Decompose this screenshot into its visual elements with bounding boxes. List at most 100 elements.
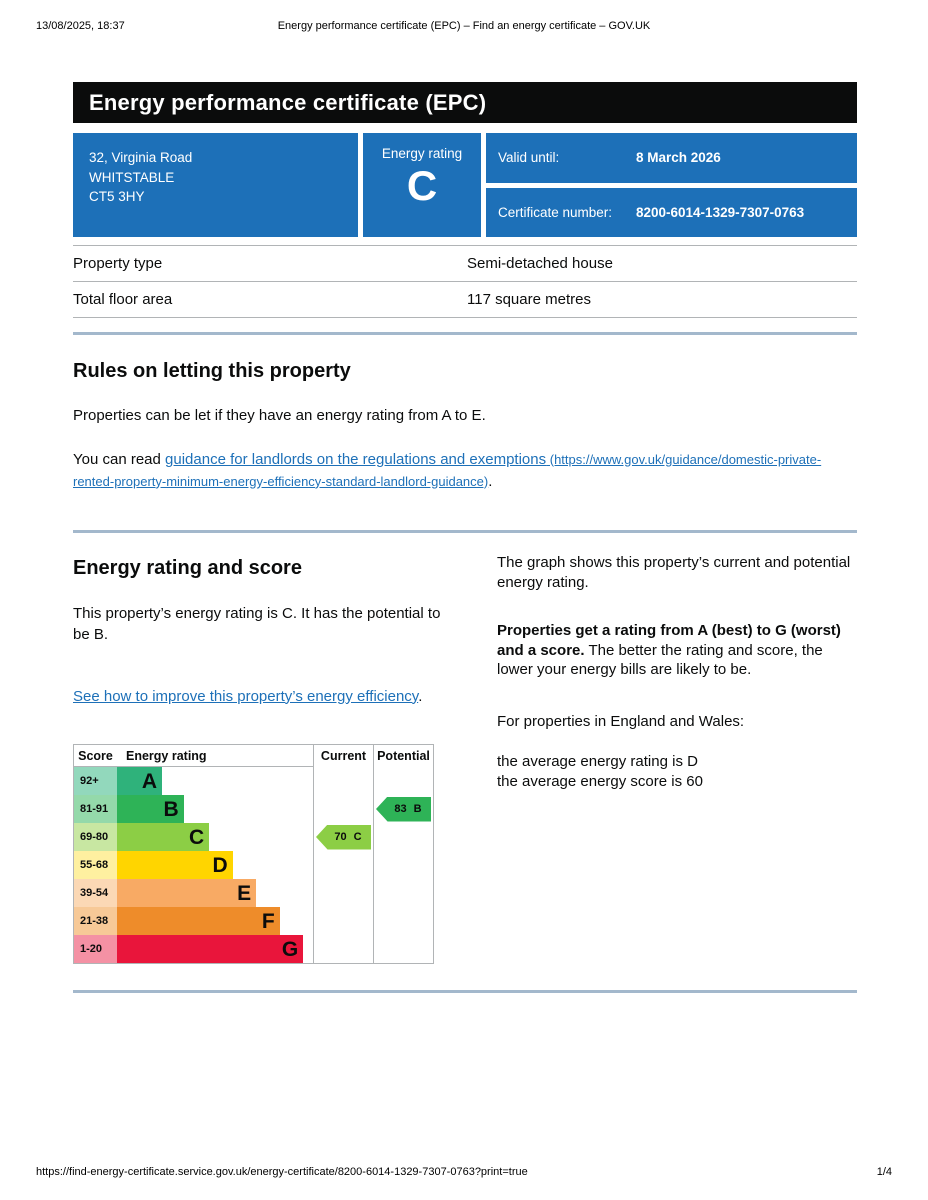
chart-header-current: Current — [313, 745, 373, 767]
section-divider — [73, 530, 857, 534]
rules-guidance-paragraph: You can read guidance for landlords on t… — [73, 449, 857, 493]
arrow-letter: B — [413, 803, 422, 815]
footer-page-indicator: 1/4 — [876, 1166, 892, 1178]
letting-rules-section: Rules on letting this property Propertie… — [73, 360, 857, 492]
band-score-f: 21-38 — [74, 907, 117, 935]
arrow-letter: C — [353, 831, 362, 843]
energy-rating-value: C — [406, 162, 438, 209]
property-details-table: Property type Semi-detached house Total … — [73, 245, 857, 318]
improve-paragraph: See how to improve this property’s energ… — [73, 687, 441, 707]
certificate-details-panel: Valid until: 8 March 2026 Certificate nu… — [486, 133, 857, 237]
certificate-number-row: Certificate number: 8200-6014-1329-7307-… — [486, 187, 857, 237]
table-row-property-type: Property type Semi-detached house — [73, 245, 857, 282]
property-address: 32, Virginia Road WHITSTABLE CT5 3HY — [73, 133, 358, 237]
current-rating-arrow: 70 C — [316, 824, 371, 850]
band-bar-cell-f: F — [117, 907, 313, 935]
guidance-link-url: (https://www.gov.uk/guidance/domestic-pr… — [73, 451, 822, 489]
rating-left-column: Energy rating and score This property’s … — [73, 551, 441, 964]
certificate-summary-box: 32, Virginia Road WHITSTABLE CT5 3HY Ene… — [73, 133, 857, 237]
band-bar-b: B — [117, 795, 184, 823]
band-letter-g: G — [281, 937, 299, 961]
footer-url: https://find-energy-certificate.service.… — [36, 1166, 528, 1178]
graph-description: The graph shows this property’s current … — [497, 554, 851, 591]
epc-banner-title: Energy performance certificate (EPC) — [89, 89, 487, 115]
energy-rating-section: Energy rating and score This property’s … — [73, 551, 857, 964]
floor-area-label: Total floor area — [73, 291, 173, 308]
band-score-b: 81-91 — [74, 795, 117, 823]
band-bar-cell-g: G — [117, 935, 313, 963]
band-bar-cell-e: E — [117, 879, 313, 907]
energy-rating-panel: Energy rating C — [363, 133, 481, 237]
improve-suffix: . — [418, 687, 423, 705]
certificate-page: Energy performance certificate (EPC) 32,… — [73, 82, 857, 993]
current-column-cell — [313, 795, 373, 823]
guidance-prefix: You can read — [73, 450, 166, 468]
potential-column-cell — [373, 935, 433, 963]
chart-header-rating: Energy rating — [117, 745, 313, 767]
band-bar-cell-a: A — [117, 767, 313, 795]
potential-column-cell — [373, 851, 433, 879]
band-score-a: 92+ — [74, 767, 117, 795]
band-bar-cell-b: B — [117, 795, 313, 823]
certificate-number-value: 8200-6014-1329-7307-0763 — [636, 204, 805, 220]
address-line-1: 32, Virginia Road — [89, 150, 193, 165]
chart-header-score: Score — [74, 745, 117, 767]
current-column-cell — [313, 907, 373, 935]
band-score-g: 1-20 — [74, 935, 117, 963]
section-divider — [73, 332, 857, 335]
potential-column-cell — [373, 823, 433, 851]
certificate-number-label: Certificate number: — [498, 204, 613, 220]
potential-column-cell: 83 B — [373, 795, 433, 823]
band-letter-d: D — [212, 853, 228, 877]
arrow-score: 83 — [394, 803, 407, 815]
rating-explanation-bold: Properties get a rating from A (best) to… — [497, 622, 841, 659]
valid-until-label: Valid until: — [498, 150, 560, 166]
potential-column-cell — [373, 767, 433, 795]
address-line-3: CT5 3HY — [89, 189, 145, 205]
rating-right-column: The graph shows this property’s current … — [497, 551, 857, 964]
print-header: 13/08/2025, 18:37 Energy performance cer… — [36, 20, 892, 32]
band-score-e: 39-54 — [74, 879, 117, 907]
rating-heading: Energy rating and score — [73, 557, 302, 580]
national-averages: the average energy rating is D the avera… — [497, 752, 857, 791]
page-doc-title: Energy performance certificate (EPC) – F… — [277, 20, 651, 32]
band-bar-f: F — [117, 907, 280, 935]
valid-until-row: Valid until: 8 March 2026 — [486, 133, 857, 183]
epc-chart: Score Energy rating Current Potential 92+ A 81… — [73, 744, 434, 964]
band-letter-e: E — [237, 881, 252, 905]
improve-efficiency-link[interactable]: See how to improve this property’s energ… — [73, 687, 419, 705]
current-column-cell: 70 C — [313, 823, 373, 851]
landlord-guidance-link[interactable]: guidance for landlords on the regulation… — [73, 451, 821, 490]
rules-paragraph: Properties can be let if they have an en… — [73, 407, 486, 424]
band-letter-f: F — [261, 909, 275, 933]
valid-until-value: 8 March 2026 — [636, 150, 721, 166]
potential-rating-arrow: 83 B — [376, 796, 431, 822]
page-datetime: 13/08/2025, 18:37 — [36, 20, 125, 32]
average-score-line: the average energy score is 60 — [497, 772, 703, 790]
current-column-cell — [313, 851, 373, 879]
band-bar-g: G — [117, 935, 304, 963]
band-bar-a: A — [117, 767, 163, 795]
band-letter-b: B — [163, 797, 179, 821]
rating-explanation-rest: The better the rating and score, the low… — [497, 641, 823, 679]
potential-column-cell — [373, 907, 433, 935]
rules-heading: Rules on letting this property — [73, 360, 351, 382]
chart-header-potential: Potential — [373, 745, 433, 767]
england-wales-intro: For properties in England and Wales: — [497, 712, 745, 730]
property-type-label: Property type — [73, 255, 163, 272]
arrow-score: 70 — [334, 831, 347, 843]
band-score-d: 55-68 — [74, 851, 117, 879]
guidance-link-text: guidance for landlords on the regulation… — [165, 450, 547, 468]
band-letter-c: C — [188, 825, 205, 849]
address-line-2: WHITSTABLE — [89, 169, 175, 185]
current-column-cell — [313, 767, 373, 795]
band-letter-a: A — [141, 769, 158, 793]
current-column-cell — [313, 879, 373, 907]
property-type-value: Semi-detached house — [467, 255, 613, 272]
rating-intro: This property’s energy rating is C. It h… — [73, 605, 441, 643]
energy-rating-label: Energy rating — [381, 146, 463, 161]
average-rating-line: the average energy rating is D — [497, 753, 698, 771]
band-bar-c: C — [117, 823, 210, 851]
band-bar-e: E — [117, 879, 257, 907]
current-column-cell — [313, 935, 373, 963]
